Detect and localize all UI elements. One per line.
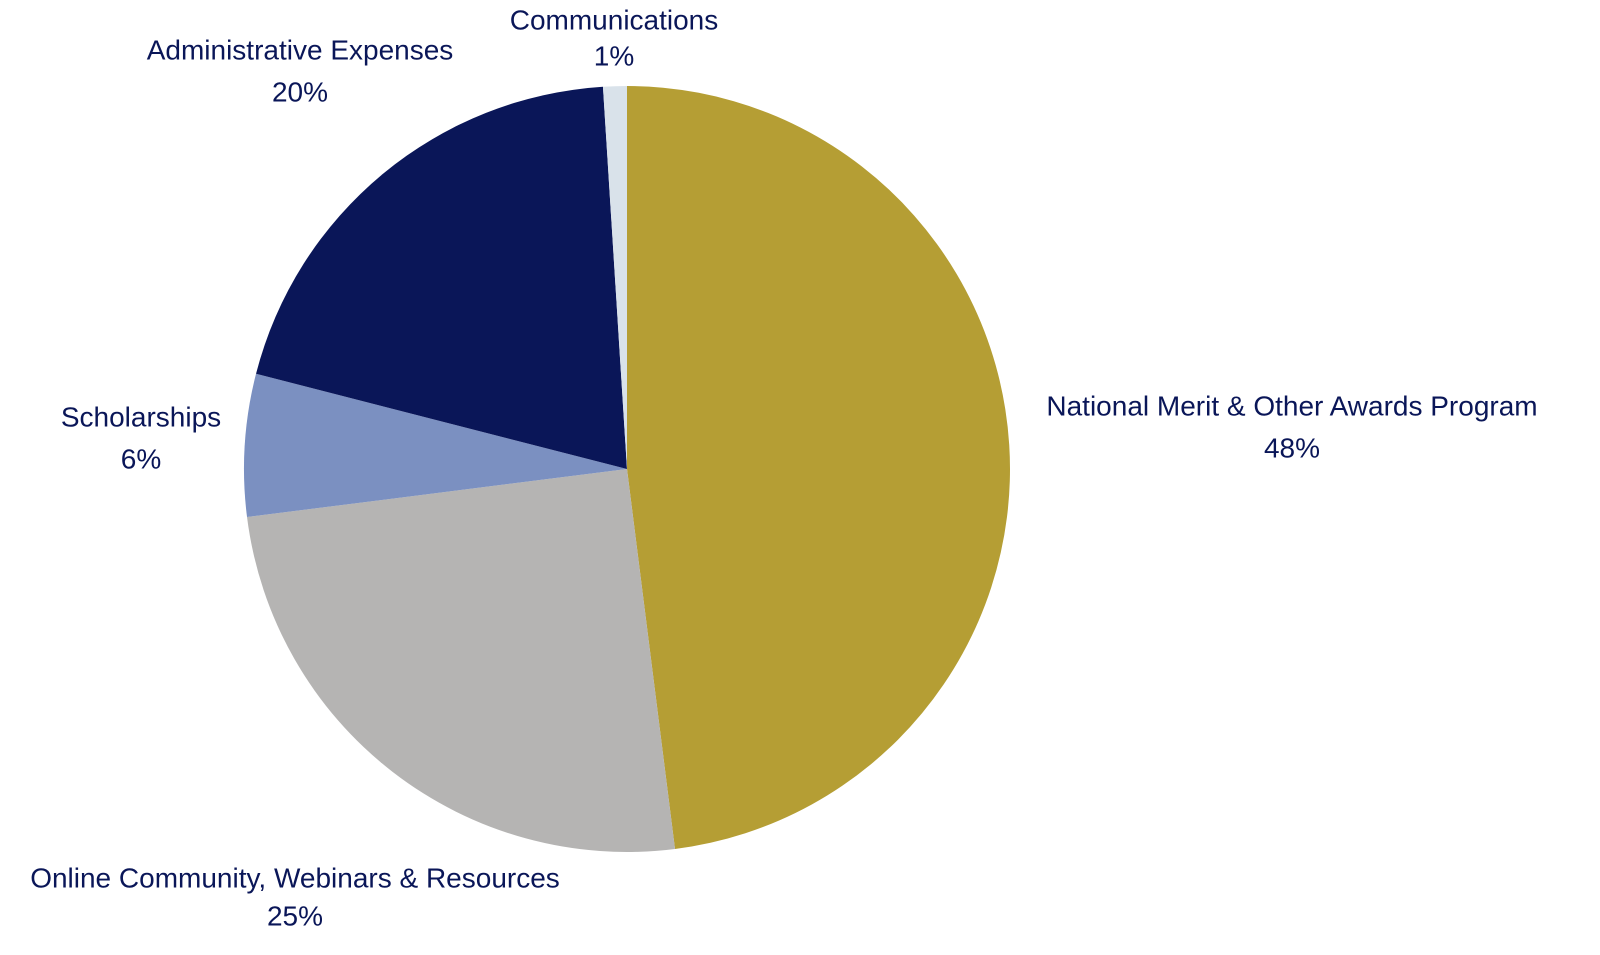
value-label: 20% [272,76,328,107]
slice-label: National Merit & Other Awards Program [1046,390,1537,421]
pie-slice [244,373,627,518]
slice-label: Administrative Expenses [147,34,454,65]
pie-slice [602,86,627,469]
value-label: 6% [121,443,161,474]
pie-slice [256,86,627,469]
pie-slice [627,86,1011,849]
slice-label: Scholarships [61,401,221,432]
value-label: 48% [1264,432,1320,463]
value-label: 25% [267,900,323,931]
pie-slice [247,469,676,852]
slice-label: Communications [510,4,719,35]
slice-label: Online Community, Webinars & Resources [30,862,560,893]
value-label: 1% [594,40,634,71]
